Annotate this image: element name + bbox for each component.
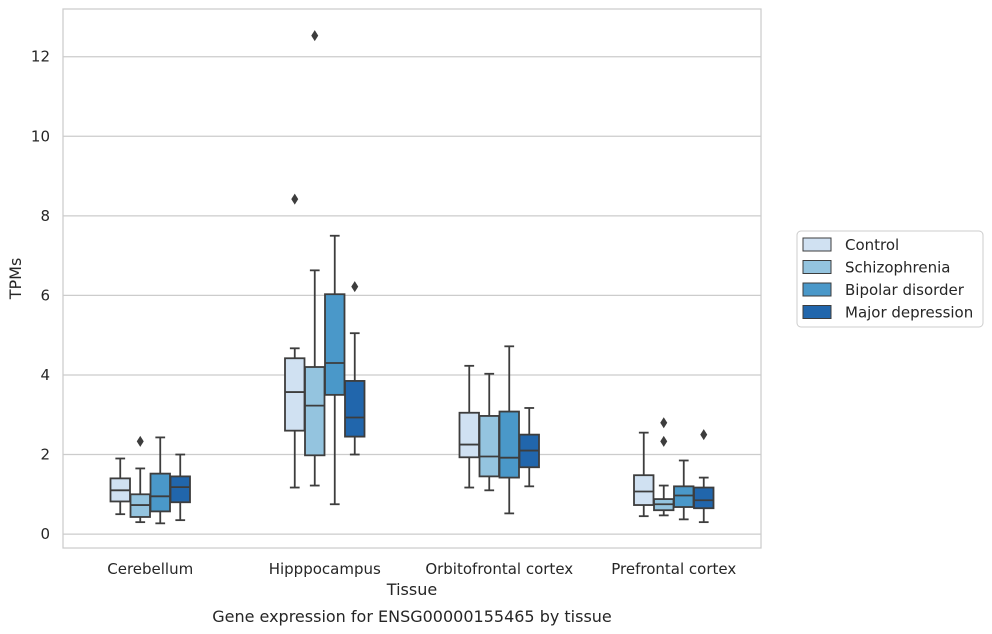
x-axis-ticks: Cerebellum Hipppocampus Orbitofrontal cort… <box>107 560 736 578</box>
legend-label: Bipolar disorder <box>845 281 965 299</box>
box-control <box>284 193 306 489</box>
box-major-depression <box>518 407 540 488</box>
box-major-depression <box>693 429 715 524</box>
box-bipolar-disorder <box>498 345 520 515</box>
box-schizophrenia <box>478 372 500 492</box>
legend-swatch <box>802 260 832 274</box>
y-tick-label: 8 <box>40 207 50 225</box>
box-bipolar-disorder <box>149 436 171 525</box>
legend-frame <box>796 230 984 328</box>
box-control <box>633 431 655 518</box>
box-bipolar-disorder <box>324 234 346 506</box>
plot-frame <box>62 8 762 549</box>
iqr-box <box>344 380 366 438</box>
iqr-box <box>324 293 346 396</box>
y-axis-label: TPMs <box>6 258 25 301</box>
chart-caption: Gene expression for ENSG00000155465 by t… <box>212 607 612 626</box>
outlier-point <box>660 435 668 447</box>
box-major-depression <box>344 281 366 456</box>
outlier-point <box>311 30 319 42</box>
iqr-box <box>458 411 480 459</box>
iqr-box <box>284 357 306 432</box>
y-tick-label: 2 <box>40 446 50 464</box>
legend-label: Major depression <box>845 304 973 322</box>
outlier-point <box>700 429 708 441</box>
y-tick-label: 6 <box>40 286 50 304</box>
box-control <box>109 457 131 516</box>
iqr-box <box>149 472 171 513</box>
legend: Control Schizophrenia Bipolar disorder Majo… <box>796 230 984 328</box>
legend-swatch <box>802 237 832 252</box>
grid-lines <box>63 56 761 535</box>
y-tick-label: 10 <box>31 127 50 145</box>
legend-swatch <box>802 282 832 297</box>
box-schizophrenia <box>129 435 151 524</box>
legend-swatch <box>802 305 832 319</box>
iqr-box <box>693 486 715 510</box>
iqr-box <box>673 485 695 508</box>
box-bipolar-disorder <box>673 459 695 521</box>
legend-label: Control <box>845 236 899 254</box>
iqr-box <box>633 474 655 506</box>
x-tick-label: Orbitofrontal cortex <box>425 560 573 578</box>
legend-label: Schizophrenia <box>845 259 950 277</box>
boxes <box>109 30 715 525</box>
box-schizophrenia <box>653 417 675 517</box>
y-axis-ticks: 0 2 4 6 8 10 12 <box>31 48 50 543</box>
iqr-box <box>169 475 191 504</box>
x-axis-label: Tissue <box>386 580 437 599</box>
box-schizophrenia <box>304 30 326 487</box>
x-tick-label: Hipppocampus <box>269 560 381 578</box>
outlier-point <box>136 435 144 447</box>
box-control <box>458 364 480 489</box>
iqr-box <box>304 366 326 457</box>
box-major-depression <box>169 453 191 522</box>
y-tick-label: 4 <box>40 366 50 384</box>
outlier-point <box>291 193 299 205</box>
y-tick-label: 0 <box>40 525 50 543</box>
iqr-box <box>478 415 500 478</box>
iqr-box <box>498 410 520 479</box>
outlier-point <box>660 417 668 429</box>
x-tick-label: Cerebellum <box>107 560 193 578</box>
outlier-point <box>351 281 359 293</box>
y-tick-label: 12 <box>31 48 50 66</box>
x-tick-label: Prefrontal cortex <box>611 560 736 578</box>
